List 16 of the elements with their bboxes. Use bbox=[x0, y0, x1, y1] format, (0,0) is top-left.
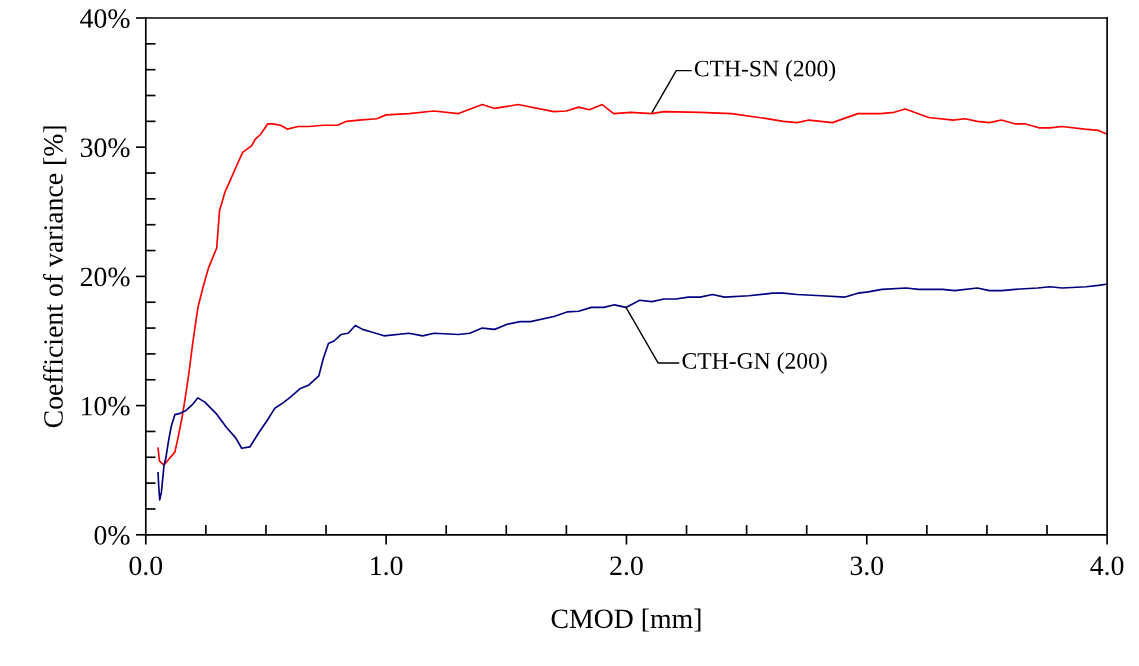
y-tick-label: 10% bbox=[82, 396, 130, 416]
x-tick-label: 3.0 bbox=[850, 556, 884, 576]
annotation: CTH-SN (200) bbox=[694, 59, 836, 82]
x-axis-title: CMOD [mm] bbox=[551, 608, 701, 632]
line-series bbox=[157, 283, 1108, 501]
y-tick-label: 40% bbox=[80, 9, 130, 28]
y-tick-label: 0% bbox=[94, 525, 130, 545]
line-series bbox=[157, 103, 1108, 466]
y-tick-label: 30% bbox=[80, 138, 130, 158]
annotation: CTH-GN (200) bbox=[682, 352, 827, 374]
y-tick-label: 20% bbox=[80, 267, 130, 287]
x-tick-label: 0.0 bbox=[129, 556, 163, 576]
x-tick-label: 2.0 bbox=[610, 556, 643, 576]
x-tick-label: 1.0 bbox=[371, 556, 403, 576]
y-axis-title: Coefficient of variance [%] bbox=[43, 126, 67, 428]
x-tick-label: 4.0 bbox=[1090, 556, 1124, 576]
